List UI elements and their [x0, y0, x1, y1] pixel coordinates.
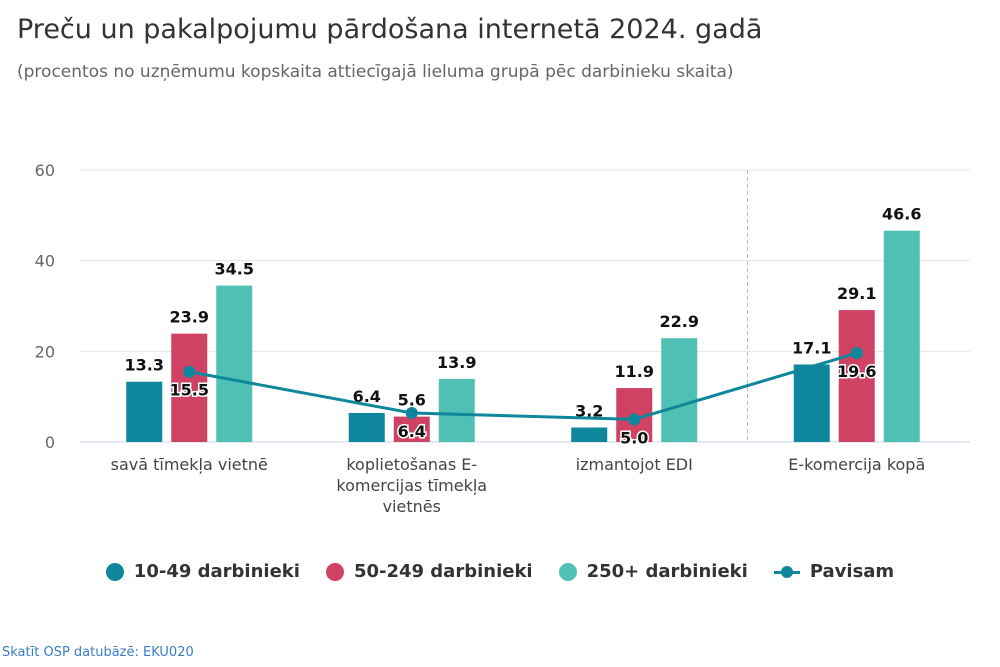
legend-item[interactable]: 50-249 darbinieki	[325, 561, 533, 582]
data-label: 17.1	[792, 338, 831, 357]
bar-50-249-darbinieki	[171, 333, 208, 442]
bar-50-249-darbinieki	[838, 310, 875, 442]
x-tick-label: koplietošanas E-komercijas tīmekļa vietnē…	[336, 455, 487, 516]
line-point	[628, 413, 641, 426]
line-data-label: 6.4	[398, 422, 426, 441]
legend-item[interactable]: 250+ darbinieki	[558, 561, 748, 582]
legend-item[interactable]: Pavisam	[773, 561, 895, 582]
bar-10-49-darbinieki	[126, 381, 163, 442]
line-data-label: 5.0	[620, 428, 648, 447]
data-label: 13.9	[437, 353, 476, 372]
data-label: 11.9	[615, 362, 654, 381]
bar-10-49-darbinieki	[793, 364, 830, 442]
legend: 10-49 darbinieki 50-249 darbinieki 250+ da…	[0, 561, 1000, 582]
data-label: 29.1	[837, 284, 876, 303]
legend-marker-icon	[558, 562, 577, 581]
legend-item[interactable]: 10-49 darbinieki	[105, 561, 300, 582]
bar-50-249-darbinieki	[393, 416, 430, 442]
x-tick-label: izmantojot EDI	[576, 455, 693, 474]
x-tick-label: savā tīmekļa vietnē	[111, 455, 268, 474]
data-label: 46.6	[882, 205, 921, 224]
chart-subtitle: (procentos no uzņēmumu kopskaita attiecī…	[17, 62, 734, 82]
data-label: 5.6	[398, 391, 426, 410]
legend-label: 10-49 darbinieki	[133, 561, 300, 582]
bar-250-darbinieki	[216, 285, 253, 442]
y-tick-label: 20	[35, 342, 55, 361]
legend-label: 250+ darbinieki	[586, 561, 748, 582]
line-data-label: 15.5	[170, 381, 209, 400]
bar-10-49-darbinieki	[348, 412, 385, 442]
data-label: 22.9	[660, 312, 699, 331]
data-label: 23.9	[170, 308, 209, 327]
y-tick-label: 60	[35, 161, 55, 180]
legend-marker-icon	[325, 562, 344, 581]
line-point	[183, 365, 196, 378]
line-point	[850, 347, 863, 360]
y-tick-label: 0	[45, 433, 55, 452]
database-link[interactable]: Skatīt OSP datubāzē: EKU020	[2, 645, 194, 660]
data-label: 34.5	[215, 260, 254, 279]
line-pavisam	[188, 351, 858, 421]
bar-10-49-darbinieki	[571, 427, 608, 442]
legend-label: Pavisam	[809, 561, 895, 582]
data-label: 13.3	[125, 356, 164, 375]
line-point	[405, 406, 418, 419]
y-tick-label: 40	[35, 252, 55, 271]
bar-250-darbinieki	[883, 230, 920, 442]
legend-line-marker-icon	[773, 563, 800, 581]
bar-250-darbinieki	[661, 338, 698, 442]
x-tick-label: E-komercija kopā	[788, 455, 925, 474]
bar-250-darbinieki	[438, 378, 475, 442]
legend-label: 50-249 darbinieki	[353, 561, 533, 582]
legend-marker-icon	[105, 562, 124, 581]
chart-title: Preču un pakalpojumu pārdošana internetā…	[17, 14, 763, 45]
line-data-label: 19.6	[837, 362, 876, 381]
